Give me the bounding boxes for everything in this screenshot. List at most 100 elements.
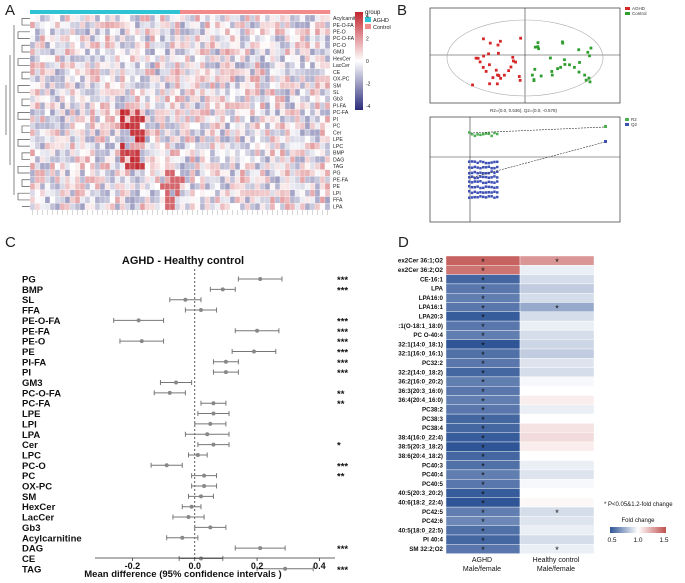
heatmap-cell [94, 55, 101, 63]
heatmap-cell [324, 55, 331, 63]
heatmap-cell [284, 82, 291, 90]
heatmap-cell [84, 176, 91, 184]
heatmap-cell [179, 48, 186, 56]
heatmap-cell [229, 48, 236, 56]
heatmap-cell [154, 182, 161, 190]
heatmap-row-label: PE-FA [333, 177, 349, 183]
heatmap-cell [264, 169, 271, 177]
heatmap-cell [284, 182, 291, 190]
score-point-aghd [496, 43, 500, 47]
heatmap-cell [274, 14, 281, 22]
heatmap-cell [214, 196, 221, 204]
heatmap-cell [279, 21, 286, 29]
forest-estimate-point [189, 504, 194, 509]
heatmap-cell [144, 21, 151, 29]
group-bar-cell [180, 10, 186, 14]
heatmap-cell [314, 28, 321, 36]
perm-r2-point [470, 132, 474, 136]
heatmap-cell [114, 48, 121, 56]
heatmap-cell [44, 189, 51, 197]
heatmap-cell [249, 109, 256, 116]
perm-q2-point [496, 191, 499, 194]
heatmap-cell [119, 102, 126, 110]
heatmap-cell [74, 95, 81, 103]
heatmap-cell [149, 182, 156, 190]
heatmap-cell [284, 95, 291, 103]
heatmap-cell [264, 82, 271, 90]
heatmap-cell [294, 82, 301, 90]
score-point-control [583, 73, 587, 77]
heatmap-cell [274, 176, 281, 184]
heatmap-cell [284, 14, 291, 22]
heatmap-cell [99, 115, 106, 123]
heatmap-cell [109, 169, 116, 177]
heatmap-cell [44, 182, 51, 190]
heatmap-cell [74, 169, 81, 177]
heatmap-cell [319, 75, 326, 83]
pls-legend-control-swatch [625, 12, 630, 15]
heatmap-cell [34, 162, 41, 170]
heatmap-cell [194, 75, 201, 83]
heatmap-cell [309, 95, 316, 103]
heatmap-cell [249, 88, 256, 96]
heatmap-cell [179, 189, 186, 197]
heatmap-cell [169, 129, 176, 137]
heatmap-cell [169, 203, 176, 211]
heatmap-cell [79, 162, 86, 170]
group-bar-cell [185, 10, 191, 14]
heatmap-cell [214, 48, 221, 56]
heatmap-cell [224, 149, 231, 157]
heatmap-cell [269, 203, 276, 211]
fold-star-control: * [555, 545, 559, 555]
heatmap-cell [114, 14, 121, 22]
perm-q2-point [490, 176, 493, 179]
heatmap-cell [189, 41, 196, 49]
heatmap-cell [139, 156, 146, 164]
heatmap-cell [29, 82, 36, 90]
heatmap-cell [159, 149, 166, 157]
heatmap-cell [214, 82, 221, 90]
heatmap-cell [264, 109, 271, 116]
heatmap-cell [109, 109, 116, 116]
forest-category-label: PC-O-FA [22, 388, 61, 399]
heatmap-cell [59, 88, 66, 96]
heatmap-cell [44, 156, 51, 164]
heatmap-cell [299, 162, 306, 170]
heatmap-cell [219, 189, 226, 197]
heatmap-col-labels [32, 210, 328, 215]
heatmap-cell [134, 102, 141, 110]
group-bar-cell [130, 10, 136, 14]
heatmap-cell [284, 162, 291, 170]
forest-x-label: Mean difference (95% confidence interval… [84, 569, 281, 580]
heatmap-cell [264, 21, 271, 29]
heatmap-cell [279, 95, 286, 103]
heatmap-cell [254, 48, 261, 56]
heatmap-cell [129, 28, 136, 36]
heatmap-cell [179, 21, 186, 29]
heatmap-cell [119, 61, 126, 69]
heatmap-cell [109, 75, 116, 83]
heatmap-cell [34, 21, 41, 29]
forest-estimate-point [198, 556, 203, 561]
heatmap-cell [264, 48, 271, 56]
heatmap-cell [64, 189, 71, 197]
heatmap-cell [54, 149, 61, 157]
heatmap-cell [84, 35, 91, 43]
heatmap-cell [69, 95, 76, 103]
heatmap-cell [44, 122, 51, 130]
heatmap-cell [244, 55, 251, 63]
heatmap-cell [204, 189, 211, 197]
heatmap-cell [309, 122, 316, 130]
heatmap-cell [199, 115, 206, 123]
heatmap-cell [224, 48, 231, 56]
heatmap-cell [134, 149, 141, 157]
colorbar-tick-label: -2 [366, 82, 371, 88]
group-bar-cell [240, 10, 246, 14]
heatmap-cell [144, 68, 151, 76]
heatmap-cell [204, 75, 211, 83]
heatmap-cell [224, 122, 231, 130]
fold-star-aghd: * [481, 313, 485, 323]
heatmap-cell [89, 14, 96, 22]
heatmap-cell [104, 203, 111, 211]
perm-q2-point [479, 186, 482, 190]
